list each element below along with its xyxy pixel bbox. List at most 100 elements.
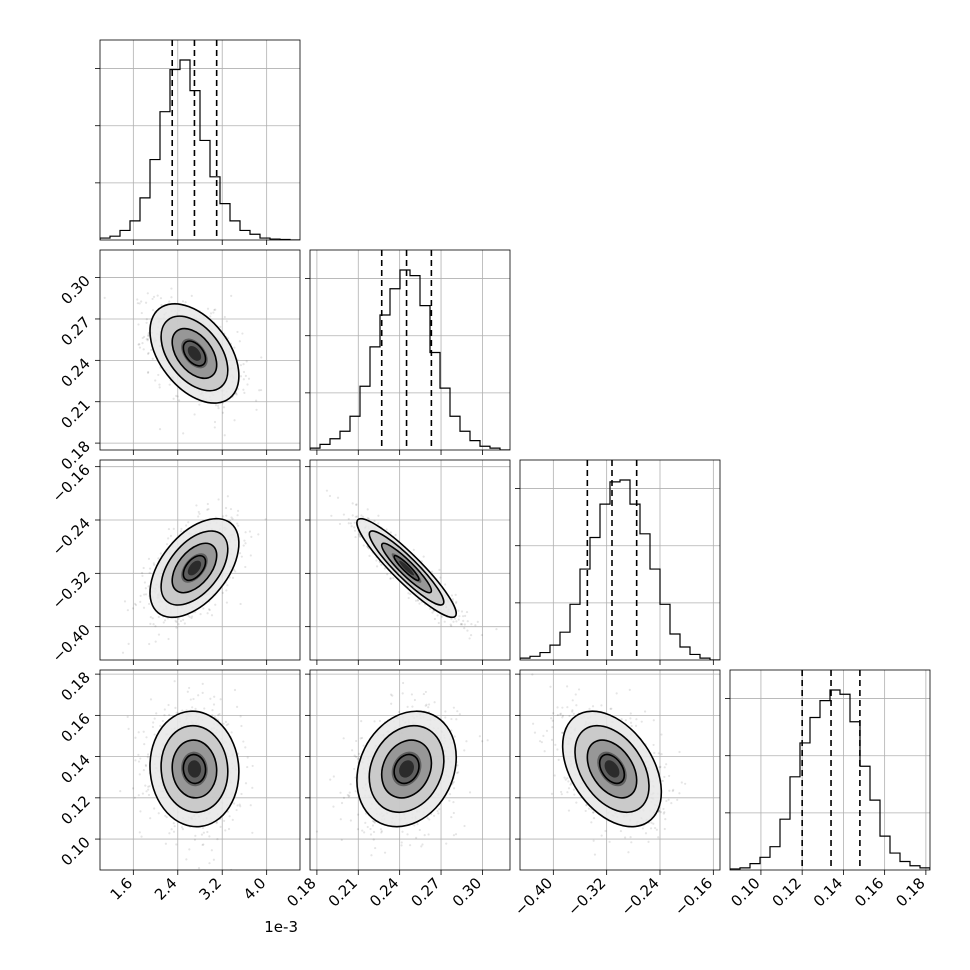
scatter-point xyxy=(194,611,197,614)
scatter-point xyxy=(371,824,375,827)
scatter-point xyxy=(663,775,666,779)
scatter-point xyxy=(184,301,187,304)
scatter-point xyxy=(407,596,410,600)
scatter-point xyxy=(437,621,440,625)
scatter-point xyxy=(136,302,139,305)
scatter-point xyxy=(375,565,379,568)
scatter-point xyxy=(244,782,248,785)
scatter-point xyxy=(206,612,209,615)
scatter-point xyxy=(201,691,204,694)
scatter-point xyxy=(374,846,377,850)
scatter-point xyxy=(221,411,225,414)
scatter-point xyxy=(145,318,148,321)
scatter-point xyxy=(545,729,549,732)
scatter-point xyxy=(251,831,254,834)
scatter-point xyxy=(409,592,412,596)
scatter-point xyxy=(397,710,401,714)
scatter-point xyxy=(143,581,147,584)
scatter-point xyxy=(187,614,190,617)
scatter-point xyxy=(468,637,471,640)
scatter-point xyxy=(147,334,150,338)
scatter-point xyxy=(469,634,473,637)
scatter-point xyxy=(238,552,242,555)
scatter-point xyxy=(147,351,150,355)
scatter-point xyxy=(556,713,559,717)
scatter-point xyxy=(351,749,354,752)
scatter-point xyxy=(370,854,373,857)
scatter-point xyxy=(239,602,242,606)
scatter-point xyxy=(433,701,436,704)
scatter-point xyxy=(452,801,455,804)
scatter-point xyxy=(443,620,446,623)
scatter-point xyxy=(240,792,243,796)
axes-frame xyxy=(519,459,721,661)
tick-label-y: 0.21 xyxy=(57,396,93,432)
scatter-points xyxy=(315,681,489,857)
scatter-point xyxy=(421,843,424,846)
tick-label-y: −0.32 xyxy=(49,567,94,612)
panel-3-2: −0.40 −0.32 −0.24 −0.16 xyxy=(511,669,721,919)
scatter-point xyxy=(422,692,425,696)
scatter-point xyxy=(347,517,350,521)
scatter-point xyxy=(401,830,404,833)
scatter-point xyxy=(233,419,236,422)
scatter-point xyxy=(414,599,418,602)
scatter-point xyxy=(185,524,188,527)
scatter-point xyxy=(197,694,200,697)
scatter-point xyxy=(213,426,216,429)
scatter-point xyxy=(480,633,483,637)
contour-3 xyxy=(149,302,240,404)
scatter-point xyxy=(126,609,129,612)
scatter-point xyxy=(235,392,238,395)
scatter-point xyxy=(380,831,383,834)
tick-label-x: 0.21 xyxy=(325,874,361,910)
scatter-point xyxy=(201,682,204,685)
scatter-point xyxy=(177,617,180,620)
scatter-point xyxy=(355,503,358,507)
scatter-point xyxy=(148,571,151,574)
scatter-point xyxy=(342,737,345,740)
scatter-point xyxy=(225,601,228,604)
scatter-point xyxy=(142,566,145,570)
scatter-point xyxy=(244,746,247,749)
scatter-point xyxy=(173,680,176,683)
scatter-point xyxy=(165,815,168,819)
scatter-point xyxy=(134,603,138,607)
contour-3 xyxy=(356,710,458,828)
histogram-2 xyxy=(520,479,720,660)
scatter-point xyxy=(222,722,225,725)
scatter-point xyxy=(332,775,335,778)
scatter-point xyxy=(224,829,227,832)
scatter-point xyxy=(137,794,140,797)
scatter-point xyxy=(413,824,416,827)
scatter-point xyxy=(103,296,106,299)
scatter-point xyxy=(336,496,340,499)
scatter-point xyxy=(657,836,660,839)
scatter-point xyxy=(199,613,202,616)
density-level-4 xyxy=(187,345,202,361)
scatter-point xyxy=(662,807,665,811)
scatter-point xyxy=(240,555,243,558)
scatter-point xyxy=(356,515,359,518)
scatter-point xyxy=(212,703,216,706)
scatter-point xyxy=(226,810,230,813)
scatter-point xyxy=(366,517,369,520)
scatter-point xyxy=(246,756,249,759)
scatter-point xyxy=(239,364,243,367)
scatter-point xyxy=(156,294,159,297)
scatter-point xyxy=(236,514,239,517)
scatter-point xyxy=(167,703,170,707)
scatter-point xyxy=(151,308,155,312)
tick-label-y: 0.24 xyxy=(57,354,93,390)
scatter-point xyxy=(126,715,129,718)
scatter-point xyxy=(168,832,171,835)
scatter-point xyxy=(351,502,354,505)
scatter-point xyxy=(243,391,246,394)
scatter-point xyxy=(453,617,457,620)
scatter-point xyxy=(123,600,127,603)
contour-0 xyxy=(182,340,207,367)
scatter-point xyxy=(354,515,357,518)
scatter-point xyxy=(144,587,147,590)
scatter-point xyxy=(151,297,154,301)
scatter-point xyxy=(356,828,360,831)
